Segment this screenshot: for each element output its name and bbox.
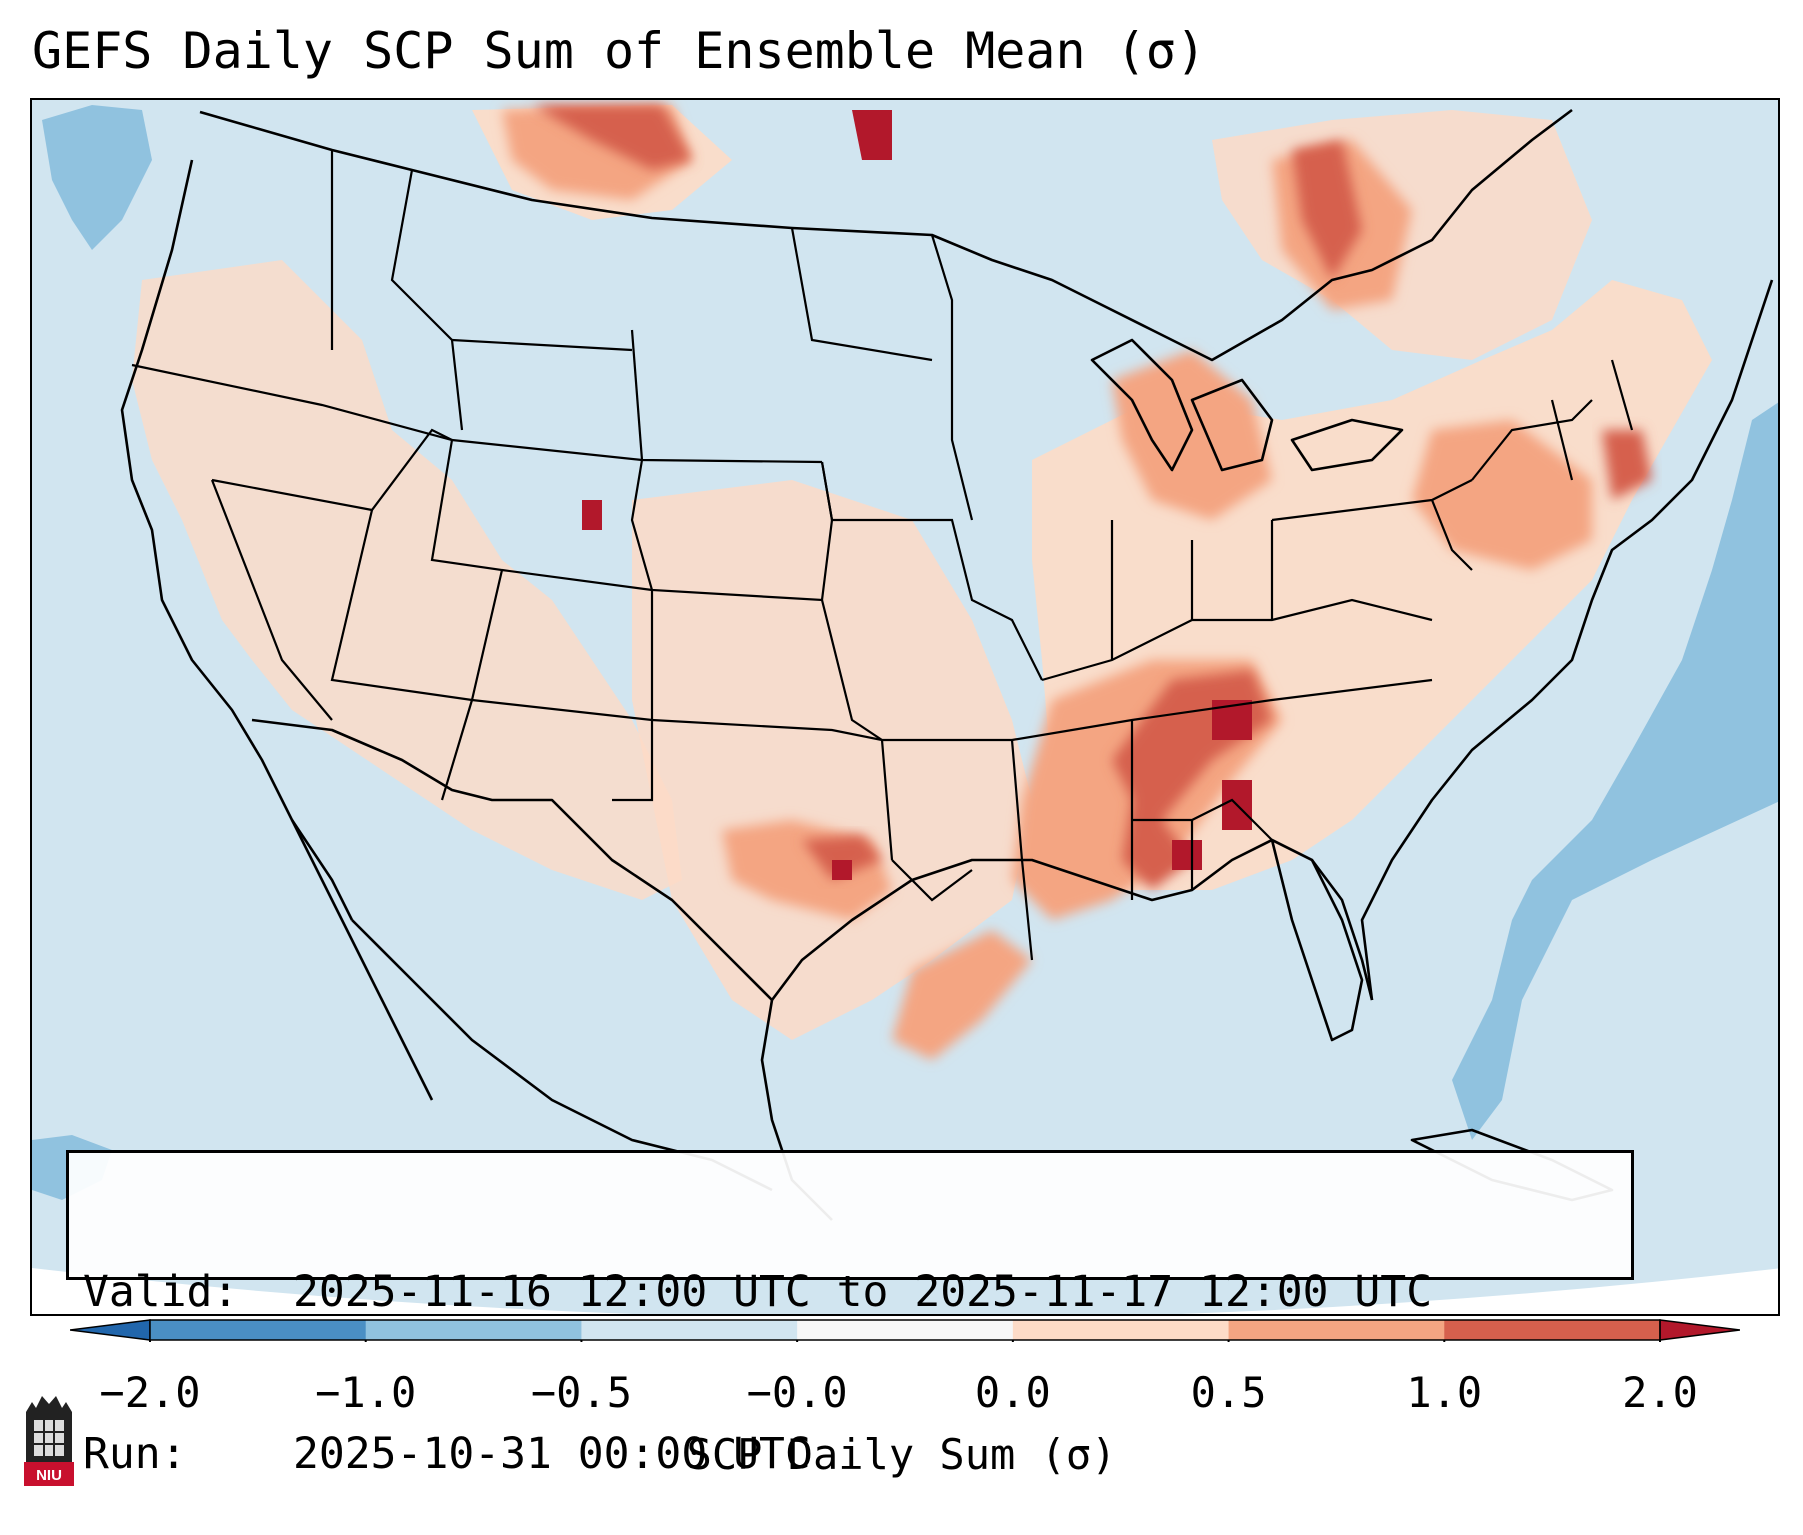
- colorbar-tick-label: 0.0: [974, 1368, 1051, 1417]
- colorbar-tick-label: 1.0: [1406, 1368, 1483, 1417]
- atlantic-negative-area: [1452, 402, 1778, 1140]
- colorbar-bin: [1444, 1320, 1661, 1340]
- mexico-border: [251, 718, 773, 1001]
- valid-row: Valid: 2025-11-16 12:00 UTC to 2025-11-17…: [83, 1265, 1631, 1319]
- run-value: 2025-10-31 00:00 UTC: [293, 1429, 811, 1479]
- colorbar-outline: [149, 1319, 1661, 1341]
- colorbar-bin: [150, 1320, 367, 1340]
- pacific-negative-area: [42, 105, 152, 250]
- colorbar-tick-label: 2.0: [1622, 1368, 1698, 1417]
- niu-logo: NIU: [24, 1396, 74, 1486]
- ontario-strong: [1292, 140, 1362, 280]
- run-row: Run: 2025-10-31 00:00 UTC: [83, 1427, 1631, 1481]
- colorbar-tick-label: 0.5: [1190, 1368, 1267, 1417]
- valid-value: 2025-11-16 12:00 UTC to 2025-11-17 12:00…: [293, 1267, 1433, 1317]
- oklahoma-strong: [832, 860, 852, 880]
- colorbar-label: SCP Daily Sum (σ): [686, 1430, 1117, 1479]
- colorbar-tick-label: −0.0: [746, 1368, 848, 1417]
- west-light-positive: [132, 260, 682, 900]
- logo-text: NIU: [36, 1467, 62, 1484]
- kentucky-strong: [1212, 700, 1252, 740]
- colorbar-bin: [365, 1320, 582, 1340]
- valid-run-info-box: Valid: 2025-11-16 12:00 UTC to 2025-11-17…: [66, 1150, 1634, 1479]
- colorbar: [70, 1319, 1740, 1342]
- colorbar-bin: [581, 1320, 798, 1340]
- state-borders: [131, 150, 1634, 961]
- run-label: Run:: [83, 1429, 187, 1479]
- map-boundaries: [120, 108, 1774, 1221]
- montana-strong: [532, 105, 692, 170]
- colorbar-tick-labels: −2.0 −1.0 −0.5 −0.0 0.0 0.5 1.0 2.0: [0, 1368, 1803, 1418]
- baja-california: [290, 819, 434, 1101]
- colorbar-bin: [1228, 1320, 1445, 1340]
- map-svg: [32, 100, 1778, 1314]
- colorbar-over-extension: [1659, 1319, 1740, 1341]
- colorbar-tick-label: −2.0: [99, 1368, 201, 1417]
- colorbar-under-extension: [70, 1319, 151, 1341]
- northeast-medium: [1412, 420, 1592, 570]
- colorbar-tick-label: −0.5: [530, 1368, 632, 1417]
- colorbar-bin: [1012, 1320, 1230, 1340]
- gulf-coast: [770, 838, 1374, 1001]
- map-panel: [30, 98, 1780, 1316]
- colorbar-tick-label: −1.0: [315, 1368, 417, 1417]
- dakota-strong: [852, 110, 892, 160]
- great-lakes-medium: [1112, 350, 1272, 520]
- us-canada-border: [199, 108, 1573, 362]
- colorbar-bin: [797, 1320, 1014, 1340]
- new-england-strong: [1602, 430, 1652, 500]
- mississippi-strong: [1172, 840, 1202, 870]
- domain-edge-bottom: [32, 1268, 1778, 1314]
- gulf-coast-medium: [892, 930, 1032, 1060]
- east-coast: [1360, 279, 1774, 1001]
- chart-title: GEFS Daily SCP Sum of Ensemble Mean (σ): [32, 22, 1206, 80]
- florida: [1270, 838, 1364, 1042]
- texas-strong: [802, 835, 882, 880]
- colorado-strong: [582, 500, 602, 530]
- valid-label: Valid:: [83, 1267, 239, 1317]
- great-lakes: [1090, 338, 1404, 472]
